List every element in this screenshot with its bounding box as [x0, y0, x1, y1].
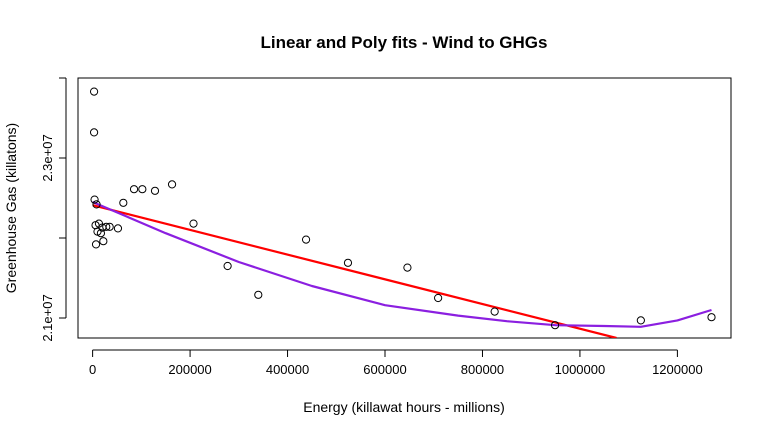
data-point — [138, 185, 147, 194]
y-axis: 2.1e+07 2.3e+07 — [40, 77, 67, 342]
data-point — [90, 195, 99, 204]
data-point — [550, 321, 560, 330]
poly-fit-line — [92, 200, 712, 328]
data-point — [119, 198, 128, 207]
data-point — [96, 229, 106, 238]
y-tick-label: 2.1e+07 — [40, 294, 55, 341]
x-tick-label: 1200000 — [652, 362, 703, 377]
data-point — [223, 261, 232, 271]
x-tick-label: 600000 — [363, 362, 406, 377]
data-point — [99, 237, 108, 246]
data-point — [89, 87, 99, 96]
x-tick-label: 0 — [89, 362, 96, 377]
scatter-points — [89, 87, 716, 330]
plot-frame — [77, 77, 732, 339]
data-point — [91, 240, 101, 249]
data-point — [254, 290, 263, 299]
data-point — [636, 316, 645, 325]
data-point — [150, 186, 160, 195]
x-tick-label: 1000000 — [555, 362, 606, 377]
data-point — [707, 313, 716, 322]
x-axis-label: Energy (killawat hours - millions) — [303, 399, 505, 415]
x-tick-label: 800000 — [461, 362, 504, 377]
x-axis: 0 200000 400000 600000 800000 1000000 1200000 — [89, 349, 703, 377]
data-point — [189, 219, 198, 228]
x-tick-label: 400000 — [266, 362, 309, 377]
data-point — [434, 293, 443, 303]
data-point — [129, 185, 139, 194]
y-axis-label: Greenhouse Gas (killatons) — [3, 123, 19, 293]
data-point — [167, 180, 177, 189]
chart-title: Linear and Poly fits - Wind to GHGs — [261, 33, 548, 52]
data-point — [301, 235, 311, 244]
fit-lines — [92, 200, 712, 338]
data-point — [490, 307, 499, 316]
data-point — [102, 222, 111, 231]
x-tick-label: 200000 — [168, 362, 211, 377]
data-point — [105, 222, 114, 231]
data-point — [343, 258, 353, 267]
data-point — [89, 128, 99, 137]
data-point — [92, 200, 101, 209]
linear-fit-line — [92, 204, 617, 338]
y-tick-label: 2.3e+07 — [40, 134, 55, 181]
data-point — [403, 263, 412, 272]
data-point — [113, 224, 123, 233]
